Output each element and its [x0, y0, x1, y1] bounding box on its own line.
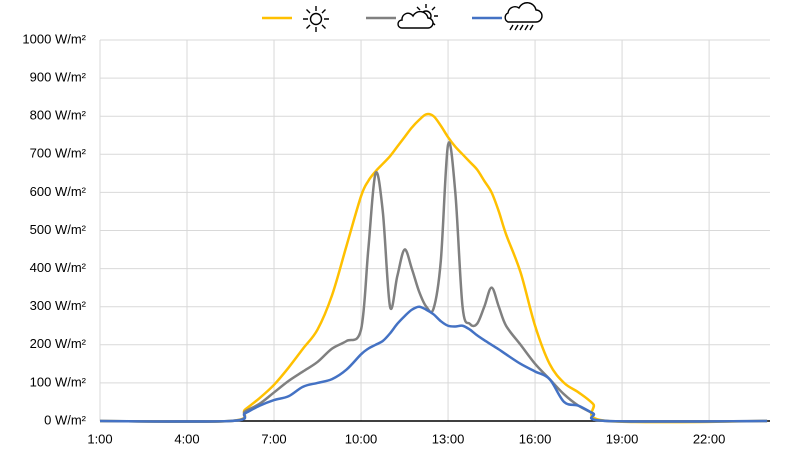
y-tick-label: 500 W/m²: [30, 222, 87, 237]
series-line: [99, 305, 768, 423]
series-line: [99, 141, 768, 423]
x-tick-label: 1:00: [87, 431, 112, 446]
x-tick-label: 13:00: [432, 431, 465, 446]
y-tick-label: 1000 W/m²: [22, 31, 86, 46]
y-tick-label: 300 W/m²: [30, 298, 87, 313]
x-tick-label: 7:00: [261, 431, 286, 446]
x-tick-label: 22:00: [693, 431, 726, 446]
y-tick-label: 800 W/m²: [30, 108, 87, 123]
y-tick-label: 200 W/m²: [30, 336, 87, 351]
x-tick-label: 4:00: [174, 431, 199, 446]
series-line: [99, 112, 768, 424]
y-tick-label: 0 W/m²: [44, 412, 87, 427]
plot: 0 W/m² 100 W/m² 200 W/m² 300 W/m² 400 W/m² 50…: [22, 31, 770, 446]
sun-icon: [303, 6, 329, 32]
x-tick-label: 16:00: [519, 431, 552, 446]
y-tick-label: 700 W/m²: [30, 146, 87, 161]
rain-icon: [504, 2, 543, 31]
cloud-sun-icon: [397, 4, 438, 29]
y-tick-label: 400 W/m²: [30, 260, 87, 275]
x-tick-label: 10:00: [345, 431, 378, 446]
legend: [262, 2, 543, 32]
y-tick-label: 900 W/m²: [30, 70, 87, 85]
y-tick-label: 600 W/m²: [30, 184, 87, 199]
x-tick-label: 19:00: [606, 431, 639, 446]
y-tick-label: 100 W/m²: [30, 374, 87, 389]
